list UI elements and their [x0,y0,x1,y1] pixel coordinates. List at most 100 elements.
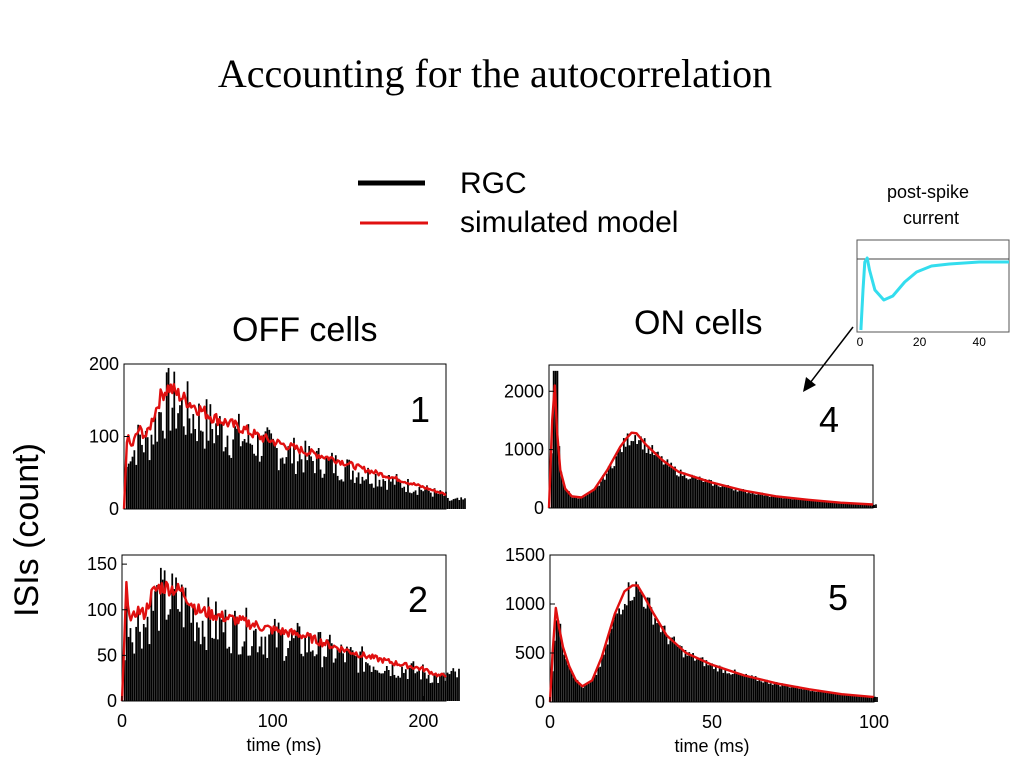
rgc-bar [802,689,804,702]
rgc-bar [698,476,701,508]
rgc-bar [581,496,583,508]
rgc-bar [622,609,624,702]
rgc-bar [279,632,282,701]
rgc-bar [412,491,415,509]
rgc-bar [860,696,863,702]
rgc-bar [759,494,762,508]
rgc-bar [576,679,579,702]
plot-frame [121,554,447,702]
rgc-bar [270,433,273,509]
rgc-bar [709,663,711,702]
rgc-bar [194,641,196,701]
rgc-bar [830,692,833,702]
rgc-bar [137,608,139,701]
rgc-bar [592,489,595,508]
rgc-bar [695,659,698,702]
model-line [120,580,447,702]
rgc-bar [741,674,744,702]
rgc-bar [292,638,295,701]
rgc-bar [843,695,846,702]
rgc-bar [848,503,851,508]
rgc-bar [574,680,577,702]
rgc-bar [593,674,596,702]
rgc-bar [336,475,339,509]
rgc-bar [334,658,337,701]
rgc-bar [184,587,187,701]
panel-number: 4 [819,399,839,440]
rgc-bar [688,652,691,702]
rgc-bar [361,646,364,701]
rgc-bar [331,452,333,509]
rgc-bar [726,673,729,702]
rgc-bar [431,682,434,701]
rgc-bar [239,654,242,701]
rgc-bar [205,650,208,701]
rgc-bar [616,613,619,702]
rgc-bar [462,499,464,509]
rgc-bar [812,500,815,508]
rgc-bar [414,673,417,701]
rgc-bar [306,460,309,509]
rgc-bar [583,496,585,508]
rgc-bar [273,618,276,701]
rgc-bar [728,673,730,702]
rgc-bar [228,455,231,509]
rgc-bar [717,486,720,508]
rgc-bar [460,497,463,509]
rgc-bar [226,648,229,701]
rgc-bar [796,685,799,702]
rgc-bar [277,622,280,701]
rgc-bar [378,672,381,701]
rgc-bar [722,672,725,702]
rgc-bar [666,459,669,508]
rgc-bar [808,499,811,508]
x-tick-label: 100 [258,711,288,731]
rgc-bar [745,673,748,702]
rgc-bar [747,676,749,702]
rgc-bar [871,504,874,508]
rgc-bar [700,478,703,508]
rgc-bar [562,480,565,508]
rgc-bar [720,666,723,702]
rgc-bar [604,642,607,702]
rgc-bar [219,416,221,509]
rgc-bar [311,650,314,701]
rgc-bar [755,494,758,508]
rgc-bar [672,467,674,508]
rgc-bar [338,652,341,701]
y-tick-label: 50 [97,645,117,665]
rgc-bar [554,370,557,508]
rgc-bar [304,636,307,701]
rgc-bar [850,503,853,508]
rgc-bar [647,445,650,508]
rgc-bar [863,504,866,508]
x-axis-label: time (ms) [675,736,750,756]
rgc-bar [579,498,582,508]
rgc-bar [639,591,641,702]
rgc-bar [179,405,181,509]
rgc-bar [144,627,147,701]
rgc-bar [564,486,566,508]
rgc-bar [224,609,227,701]
rgc-bar [614,612,617,702]
rgc-bar [137,424,140,509]
rgc-bar [653,455,656,508]
rgc-bar [738,489,741,508]
rgc-bar [190,433,193,509]
rgc-bar [618,608,620,702]
rgc-bar [344,662,346,701]
rgc-bar [690,655,693,702]
rgc-bar [454,671,457,701]
plot-frame [548,364,874,509]
y-tick-label: 100 [87,600,117,620]
rgc-bar [623,603,626,702]
rgc-bar [395,474,398,509]
rgc-bar [739,673,742,702]
rgc-bar [682,657,685,702]
rgc-bar [597,667,600,702]
rgc-bar [456,497,459,509]
rgc-bar [123,660,126,701]
rgc-bar [211,637,213,701]
rgc-bar [743,675,746,702]
rgc-bar [789,498,792,508]
